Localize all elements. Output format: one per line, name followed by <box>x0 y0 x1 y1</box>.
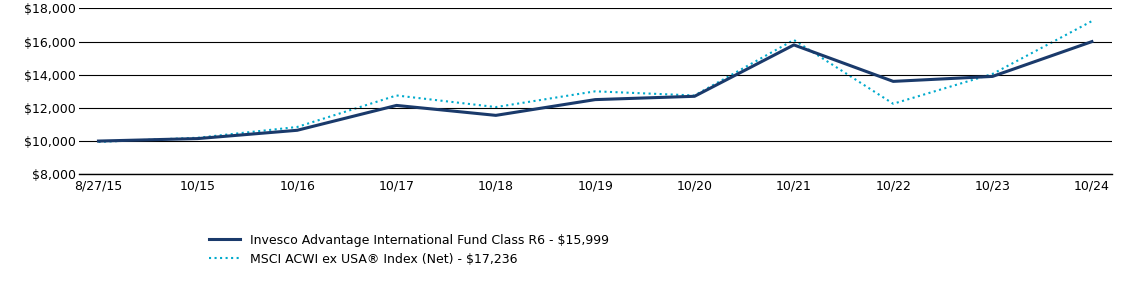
Legend: Invesco Advantage International Fund Class R6 - $15,999, MSCI ACWI ex USA® Index: Invesco Advantage International Fund Cla… <box>209 234 609 266</box>
